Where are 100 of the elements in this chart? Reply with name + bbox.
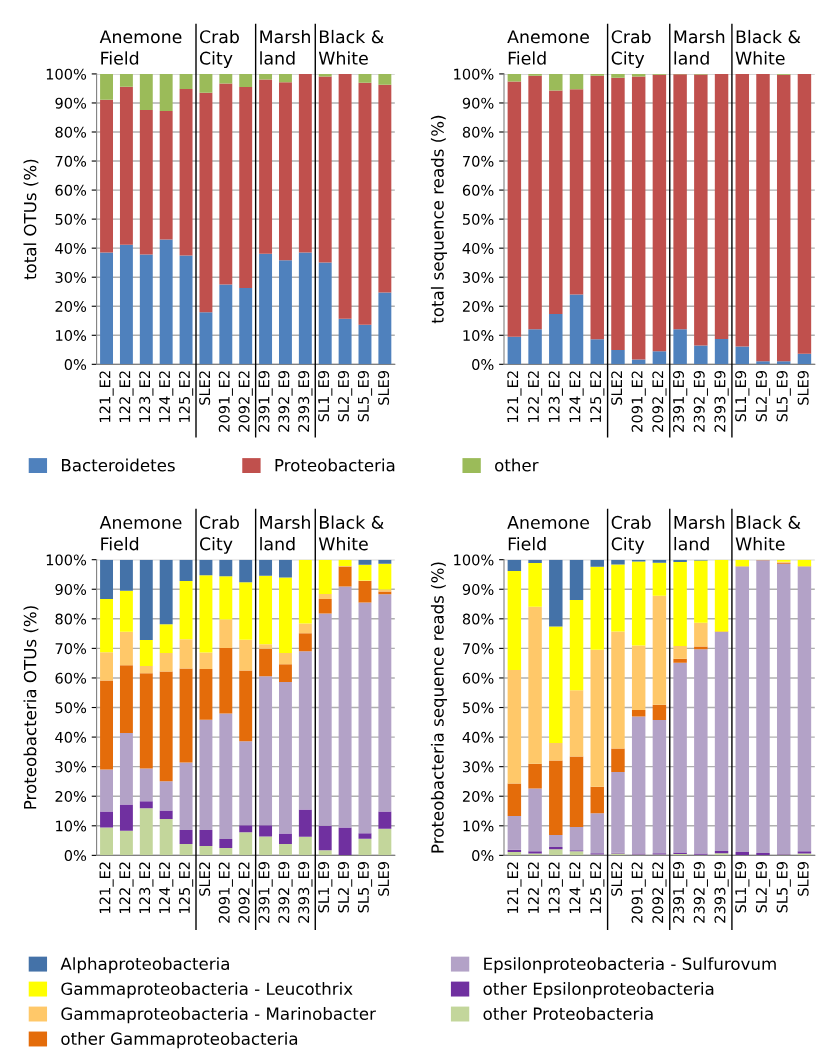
legend-label: Alphaproteobacteria bbox=[60, 957, 229, 974]
y-axis-title: Proteobacteria OTUs (%) bbox=[23, 606, 39, 809]
y-tick-label: 0% bbox=[64, 850, 87, 862]
x-tick-label: 2092_E2 bbox=[238, 371, 253, 432]
x-tick-label: 122_E2 bbox=[119, 862, 134, 913]
y-tick-label: 30% bbox=[55, 271, 87, 283]
y-tick-label: 40% bbox=[55, 242, 87, 254]
y-tick-label: 40% bbox=[462, 731, 494, 743]
text: Crab City bbox=[611, 515, 651, 554]
text: Anemone Field bbox=[99, 30, 182, 65]
y-tick-label: 70% bbox=[55, 155, 87, 167]
text: Black & White bbox=[318, 515, 384, 551]
x-tick-label: 2393_E9 bbox=[298, 370, 313, 432]
y-tick-label: 20% bbox=[55, 790, 87, 802]
x-tick-label: 125_E2 bbox=[590, 862, 605, 913]
x-tick-label: SL2_E9 bbox=[337, 861, 353, 913]
x-tick-label: 2092_E2 bbox=[652, 862, 667, 923]
y-tick-label: 0% bbox=[472, 359, 494, 371]
x-tick-label: SLE2 bbox=[199, 371, 211, 405]
y-tick-label: 90% bbox=[55, 97, 87, 109]
x-tick-label: SL2_E9 bbox=[755, 370, 771, 422]
y-tick-label: 10% bbox=[56, 330, 87, 342]
x-tick-label: SLE2 bbox=[611, 862, 623, 896]
text: Anemone Field bbox=[507, 516, 589, 551]
y-tick-label: 80% bbox=[462, 126, 494, 138]
text: Marsh land bbox=[674, 29, 725, 65]
x-tick-label: SL5_E9 bbox=[357, 370, 373, 422]
y-tick-label: 20% bbox=[462, 790, 494, 802]
y-tick-label: 20% bbox=[55, 300, 87, 312]
text: Marsh land bbox=[260, 29, 310, 65]
x-tick-label: 2391_E9 bbox=[672, 861, 688, 923]
legend-label: other bbox=[495, 458, 539, 472]
y-tick-label: 50% bbox=[462, 213, 494, 225]
x-tick-label: 2091_E2 bbox=[218, 862, 233, 923]
y-tick-label: 50% bbox=[55, 213, 87, 225]
x-tick-label: SLE9 bbox=[797, 370, 809, 405]
x-tick-label: SLE9 bbox=[378, 370, 390, 405]
y-tick-label: 60% bbox=[55, 184, 87, 196]
y-tick-label: 50% bbox=[55, 702, 87, 714]
x-tick-label: 2092_E2 bbox=[652, 371, 667, 432]
text: Marsh land bbox=[674, 515, 725, 551]
legend-label: other Proteobacteria bbox=[483, 1007, 653, 1020]
x-tick-label: 124_E2 bbox=[569, 371, 584, 422]
y-tick-label: 80% bbox=[55, 126, 87, 138]
y-tick-label: 40% bbox=[55, 731, 87, 743]
x-tick-label: 123_E2 bbox=[548, 371, 563, 422]
x-tick-label: 2392_E9 bbox=[693, 370, 708, 432]
x-tick-label: 2393_E9 bbox=[714, 370, 729, 432]
x-tick-label: 122_E2 bbox=[527, 862, 543, 913]
x-tick-label: 2392_E9 bbox=[278, 861, 293, 923]
x-tick-label: SL2_E9 bbox=[755, 861, 771, 913]
x-tick-label: 2391_E9 bbox=[672, 370, 688, 432]
legend-label: Gammaproteobacteria - Marinobacter bbox=[61, 1007, 376, 1024]
y-tick-label: 60% bbox=[462, 672, 494, 684]
text: Anemone Field bbox=[507, 30, 589, 65]
x-tick-label: SLE2 bbox=[199, 862, 211, 896]
x-tick-label: 2393_E9 bbox=[298, 861, 313, 923]
x-tick-label: 2091_E2 bbox=[631, 862, 646, 923]
y-tick-label: 30% bbox=[55, 761, 87, 773]
x-tick-label: 124_E2 bbox=[159, 862, 174, 913]
text: Crab City bbox=[611, 29, 651, 69]
y-tick-label: 10% bbox=[463, 820, 494, 832]
x-tick-label: 122_E2 bbox=[527, 371, 543, 422]
x-tick-label: 123_E2 bbox=[548, 862, 563, 913]
x-tick-label: 124_E2 bbox=[159, 371, 174, 422]
y-tick-label: 100% bbox=[454, 554, 494, 566]
y-tick-label: 90% bbox=[462, 97, 494, 109]
x-tick-label: 123_E2 bbox=[139, 862, 154, 913]
legend-label: Epsilonproteobacteria - Sulfurovum bbox=[484, 957, 776, 974]
x-tick-label: 125_E2 bbox=[590, 371, 605, 422]
y-tick-label: 10% bbox=[463, 330, 494, 342]
legend-label: Proteobacteria bbox=[275, 458, 395, 472]
x-tick-label: 2091_E2 bbox=[631, 371, 646, 432]
y-axis-title: Proteobacteria sequence reads (%) bbox=[430, 562, 448, 853]
y-tick-label: 80% bbox=[462, 613, 494, 625]
y-tick-label: 80% bbox=[55, 613, 87, 625]
text: Crab City bbox=[199, 515, 239, 554]
text: Marsh land bbox=[260, 515, 310, 551]
x-tick-label: SL2_E9 bbox=[337, 370, 353, 422]
text: Black & White bbox=[735, 515, 801, 551]
x-tick-label: 125_E2 bbox=[178, 371, 194, 422]
y-tick-label: 70% bbox=[55, 643, 87, 655]
x-tick-label: 2391_E9 bbox=[258, 370, 273, 432]
y-tick-label: 100% bbox=[454, 68, 494, 80]
x-tick-label: SL5_E9 bbox=[357, 861, 373, 913]
x-tick-label: 2391_E9 bbox=[258, 861, 273, 923]
y-tick-label: 30% bbox=[462, 761, 494, 773]
text: Black & White bbox=[735, 29, 801, 65]
y-tick-label: 20% bbox=[462, 300, 494, 312]
x-tick-label: 2393_E9 bbox=[714, 861, 729, 923]
y-tick-label: 60% bbox=[55, 672, 87, 684]
x-tick-label: SLE9 bbox=[378, 861, 390, 896]
y-tick-label: 90% bbox=[462, 583, 494, 595]
x-tick-label: 124_E2 bbox=[569, 862, 584, 913]
y-tick-label: 70% bbox=[463, 155, 494, 167]
x-tick-label: 2392_E9 bbox=[278, 370, 293, 432]
y-tick-label: 0% bbox=[64, 359, 87, 371]
x-tick-label: 2092_E2 bbox=[238, 862, 253, 923]
y-tick-label: 50% bbox=[462, 702, 494, 714]
x-tick-label: 121_E2 bbox=[507, 371, 522, 422]
